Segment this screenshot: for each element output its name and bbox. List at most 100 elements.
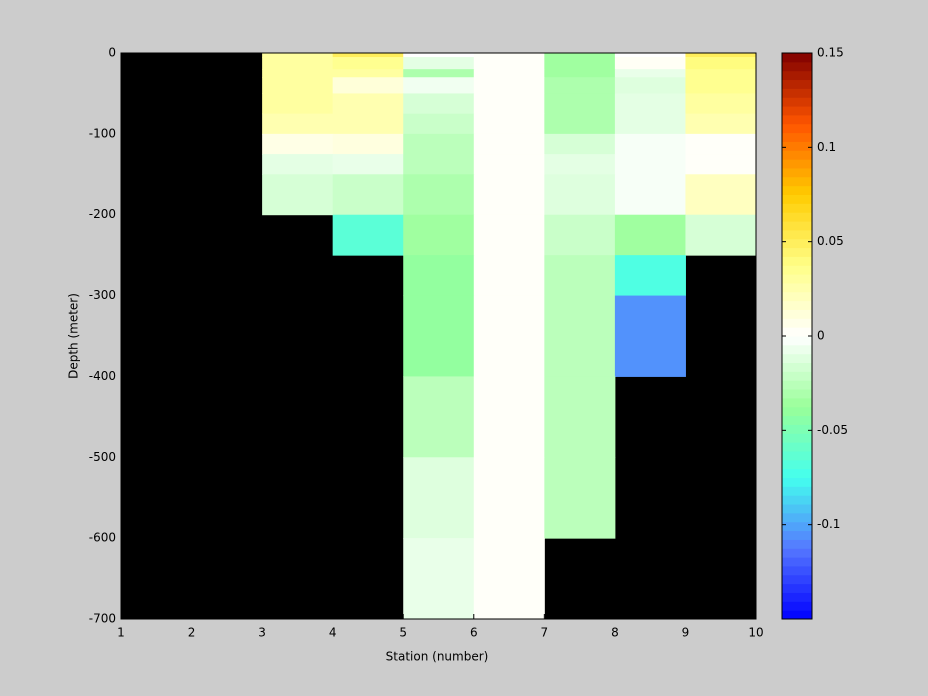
heat-cell bbox=[544, 214, 616, 256]
colorbar-swatch bbox=[782, 521, 812, 532]
heat-cell bbox=[332, 154, 404, 175]
heat-cell bbox=[544, 57, 616, 70]
heat-cell bbox=[403, 255, 475, 297]
colorbar-swatch bbox=[782, 327, 812, 337]
colorbar-swatch bbox=[782, 583, 812, 593]
heat-cell bbox=[403, 154, 475, 175]
colorbar-swatch bbox=[782, 610, 812, 620]
x-tick-label: 9 bbox=[682, 626, 690, 640]
heat-cell bbox=[685, 214, 757, 256]
heat-cell bbox=[262, 57, 334, 70]
x-tick-label: 2 bbox=[188, 626, 196, 640]
y-tick-label: -100 bbox=[89, 126, 116, 140]
heat-cell bbox=[544, 93, 616, 115]
heat-cell bbox=[544, 376, 616, 458]
colorbar-swatch bbox=[782, 167, 812, 178]
heat-cell bbox=[262, 174, 334, 216]
x-tick-label: 8 bbox=[611, 626, 619, 640]
colorbar-swatch bbox=[782, 203, 812, 213]
colorbar-swatch bbox=[782, 53, 812, 63]
colorbar-swatch bbox=[782, 389, 812, 399]
colorbar-tick-label: -0.05 bbox=[817, 423, 848, 437]
y-tick-label: 0 bbox=[108, 46, 116, 60]
colorbar-swatch bbox=[782, 442, 812, 452]
colorbar-swatch bbox=[782, 88, 812, 98]
colorbar-swatch bbox=[782, 238, 812, 249]
y-tick-label: -400 bbox=[89, 369, 116, 383]
heat-cell bbox=[262, 133, 334, 155]
colorbar-swatch bbox=[782, 318, 812, 328]
heat-cell bbox=[332, 93, 404, 115]
heat-cell bbox=[685, 53, 757, 58]
heat-cell bbox=[403, 174, 475, 216]
colorbar-swatch bbox=[782, 415, 812, 425]
heat-cell bbox=[544, 69, 616, 78]
y-tick-label: -300 bbox=[89, 288, 116, 302]
y-tick-label: -500 bbox=[89, 450, 116, 464]
colorbar-swatch bbox=[782, 592, 812, 602]
colorbar-swatch bbox=[782, 565, 812, 576]
colorbar-swatch bbox=[782, 424, 812, 434]
x-tick-label: 3 bbox=[258, 626, 266, 640]
colorbar-swatch bbox=[782, 212, 812, 222]
heat-cell bbox=[403, 57, 475, 70]
heat-cell bbox=[544, 457, 616, 539]
colorbar-swatch bbox=[782, 433, 812, 443]
heat-cell bbox=[403, 77, 475, 94]
heat-cell bbox=[473, 174, 545, 216]
colorbar-swatch bbox=[782, 70, 812, 81]
colorbar-swatch bbox=[782, 194, 812, 204]
colorbar-swatch bbox=[782, 380, 812, 390]
x-axis-label: Station (number) bbox=[386, 650, 489, 664]
heat-cell bbox=[614, 154, 686, 175]
heat-cell bbox=[262, 77, 334, 94]
colorbar-swatch bbox=[782, 114, 812, 125]
heat-cell bbox=[403, 133, 475, 155]
colorbar-swatch bbox=[782, 265, 812, 275]
heat-cell bbox=[614, 57, 686, 70]
colorbar-swatch bbox=[782, 309, 812, 319]
heat-cell bbox=[332, 53, 404, 58]
y-tick-label: -700 bbox=[89, 612, 116, 626]
colorbar-swatch bbox=[782, 159, 812, 169]
colorbar-swatch bbox=[782, 539, 812, 549]
heat-cell bbox=[332, 77, 404, 94]
colorbar-swatch bbox=[782, 256, 812, 266]
heat-cell bbox=[473, 133, 545, 155]
colorbar-swatch bbox=[782, 477, 812, 487]
heat-cell bbox=[262, 69, 334, 78]
colorbar-swatch bbox=[782, 79, 812, 89]
x-tick-label: 1 bbox=[117, 626, 125, 640]
heat-cell bbox=[614, 113, 686, 135]
colorbar-swatch bbox=[782, 61, 812, 72]
colorbar-swatch bbox=[782, 601, 812, 611]
heat-cell bbox=[685, 133, 757, 155]
heat-cell bbox=[473, 376, 545, 458]
colorbar-swatch bbox=[782, 450, 812, 461]
colorbar-swatch bbox=[782, 459, 812, 470]
x-tick-label: 10 bbox=[748, 626, 763, 640]
heat-cell bbox=[332, 174, 404, 216]
colorbar-swatch bbox=[782, 574, 812, 585]
heat-cell bbox=[262, 93, 334, 115]
colorbar-tick-label: 0 bbox=[817, 329, 825, 343]
axes-frame bbox=[120, 52, 757, 620]
colorbar-swatch bbox=[782, 123, 812, 134]
heat-cell bbox=[403, 376, 475, 458]
heat-cell bbox=[332, 113, 404, 135]
colorbar-swatch bbox=[782, 291, 812, 302]
colorbar-swatch bbox=[782, 548, 812, 558]
colorbar-swatch bbox=[782, 344, 812, 355]
heat-cell bbox=[685, 154, 757, 175]
heat-cell bbox=[544, 295, 616, 377]
heat-cell bbox=[473, 77, 545, 94]
heat-cell bbox=[473, 457, 545, 539]
heat-cell bbox=[614, 69, 686, 78]
colorbar-swatch bbox=[782, 406, 812, 417]
heat-cell bbox=[473, 214, 545, 256]
colorbar-swatch bbox=[782, 229, 812, 240]
colorbar-swatch bbox=[782, 397, 812, 408]
colorbar-swatch bbox=[782, 557, 812, 567]
heat-cell bbox=[403, 538, 475, 620]
colorbar-swatch bbox=[782, 141, 812, 151]
